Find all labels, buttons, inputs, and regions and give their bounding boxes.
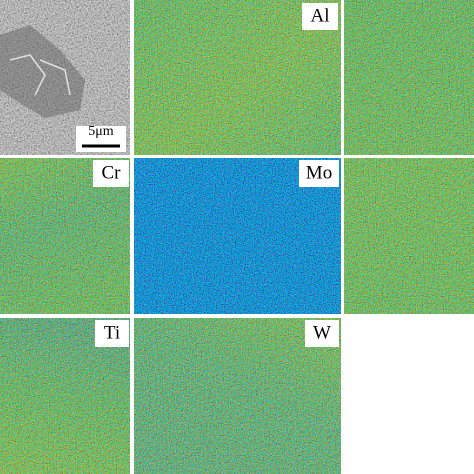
- map-w: W: [134, 318, 341, 474]
- map-mo: Mo: [134, 158, 341, 314]
- element-label: Ti: [104, 322, 120, 343]
- sem-panel: 5μm: [0, 0, 130, 155]
- map-unlabeled: [344, 0, 474, 155]
- map-al: Al: [134, 0, 341, 155]
- element-label: Cr: [102, 162, 122, 183]
- map-ti: Ti: [0, 318, 130, 474]
- element-label: W: [313, 322, 331, 343]
- map-unlabeled: [344, 158, 474, 314]
- map-cr: Cr: [0, 158, 130, 314]
- element-label: Mo: [306, 162, 332, 183]
- element-label: Al: [311, 5, 330, 26]
- scale-bar-label: 5μm: [88, 124, 114, 139]
